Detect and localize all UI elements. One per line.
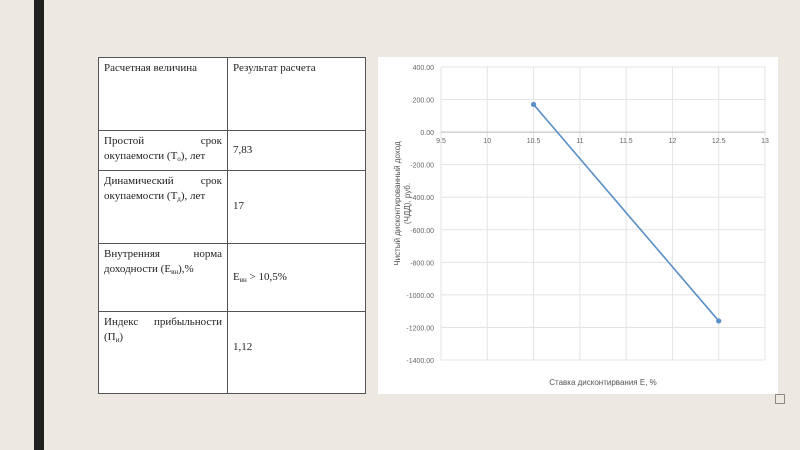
chart-container: 400.00 200.00 0.00 -200.00 -400.00 -600.00 -80… [378, 57, 778, 394]
y-tick-label: -1200.00 [406, 325, 434, 332]
header-cell-quantity: Расчетная величина [98, 57, 228, 131]
results-table: Расчетная величина Результат расчета Про… [98, 57, 366, 394]
y-tick-label: -1000.00 [406, 293, 434, 300]
x-tick-label: 11 [576, 138, 583, 145]
y-tick-label: -200.00 [410, 163, 434, 170]
table-header-row: Расчетная величина Результат расчета [98, 57, 366, 131]
row-value: 17 [227, 170, 366, 244]
x-tick-label: 13 [761, 138, 769, 145]
npv-line-chart: 400.00 200.00 0.00 -200.00 -400.00 -600.00 -80… [393, 65, 769, 387]
row-label: Индекс прибыльности (Пи) [98, 311, 228, 394]
y-tick-label: 0.00 [420, 130, 434, 137]
y-axis-title-line: (ЧДД), руб. [403, 183, 412, 224]
x-axis-title: Ставка дисконтирвания E, % [549, 378, 657, 387]
x-tick-label: 9.5 [436, 138, 446, 145]
table-row: Динамический срок окупаемости (Tд), лет … [98, 170, 366, 244]
y-tick-label: -400.00 [410, 195, 434, 202]
x-tick-label: 10 [483, 138, 491, 145]
row-label: Внутренняя норма доходности (Eвн),% [98, 243, 228, 312]
y-axis-title-line: Чистый дисконтированный доход [393, 141, 402, 266]
y-tick-label: -600.00 [410, 228, 434, 235]
data-point [530, 101, 537, 108]
table-row: Простой срок окупаемости (Tо), лет 7,83 [98, 130, 366, 171]
table-row: Внутренняя норма доходности (Eвн),% Eвн … [98, 243, 366, 312]
x-tick-label: 12 [669, 138, 677, 145]
slide-corner-square [775, 394, 785, 404]
row-label: Простой срок окупаемости (Tо), лет [98, 130, 228, 171]
y-tick-label: 200.00 [413, 98, 435, 105]
y-tick-label: -800.00 [410, 260, 434, 267]
row-label: Динамический срок окупаемости (Tд), лет [98, 170, 228, 244]
row-value: 1,12 [227, 311, 366, 394]
table-row: Индекс прибыльности (Пи) 1,12 [98, 311, 366, 394]
y-axis-title: Чистый дисконтированный доход(ЧДД), руб. [393, 141, 412, 266]
left-accent-bar [34, 0, 44, 450]
row-value: 7,83 [227, 130, 366, 171]
row-value: Eвн > 10,5% [227, 243, 366, 312]
x-tick-label: 11.5 [620, 138, 633, 145]
y-tick-label: -1400.00 [406, 358, 434, 365]
data-point [716, 318, 722, 324]
x-tick-label: 10.5 [527, 138, 541, 145]
header-cell-result: Результат расчета [227, 57, 366, 131]
y-tick-label: 400.00 [413, 65, 435, 72]
series-line [532, 103, 720, 322]
x-tick-label: 12.5 [712, 138, 726, 145]
